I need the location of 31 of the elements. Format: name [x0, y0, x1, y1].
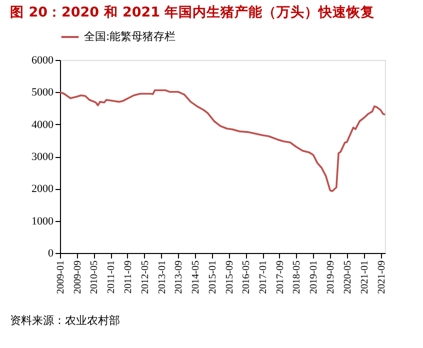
x-tick-label: 2018-05 — [292, 260, 303, 294]
y-tick-label: 3000 — [32, 151, 54, 163]
x-tick-label: 2013-01 — [156, 260, 168, 294]
x-tick-label: 2019-09 — [326, 260, 337, 294]
chart-title: 图 20：2020 和 2021 年国内生猪产能（万头）快速恢复 — [10, 4, 375, 20]
x-tick-label: 2011-01 — [106, 260, 118, 294]
x-tick-label: 2015-01 — [207, 260, 218, 294]
legend-label: 全国:能繁母猪存栏 — [84, 30, 176, 43]
x-tick-label: 2011-09 — [122, 260, 134, 294]
x-tick-label: 2020-05 — [342, 260, 354, 294]
x-tick-label: 2021-01 — [359, 260, 370, 294]
x-tick-label: 2017-09 — [274, 260, 286, 294]
x-tick-label: 2021-09 — [376, 260, 388, 294]
x-tick-label: 2014-05 — [190, 260, 202, 294]
x-tick-label: 2009-09 — [72, 260, 84, 294]
y-tick-label: 4000 — [32, 118, 54, 131]
y-tick-label: 2000 — [32, 183, 54, 196]
line-series — [59, 89, 386, 192]
x-tick-label: 2019-01 — [308, 260, 320, 294]
x-tick-label: 2010-05 — [89, 260, 100, 294]
x-tick-label: 2009-01 — [56, 260, 66, 294]
x-tick-label: 2017-01 — [258, 260, 270, 294]
x-tick-label: 2012-05 — [140, 260, 151, 294]
x-tick-label: 2015-09 — [224, 260, 236, 294]
y-tick-label: 6000 — [32, 54, 54, 66]
x-tick-label: 2016-05 — [241, 260, 252, 294]
y-tick-label: 0 — [48, 248, 54, 260]
text: 资料来源：农业农村部 — [10, 314, 120, 327]
y-tick-label: 5000 — [32, 86, 54, 99]
x-tick-label: 2013-09 — [174, 260, 185, 294]
y-tick-label: 1000 — [32, 215, 54, 228]
